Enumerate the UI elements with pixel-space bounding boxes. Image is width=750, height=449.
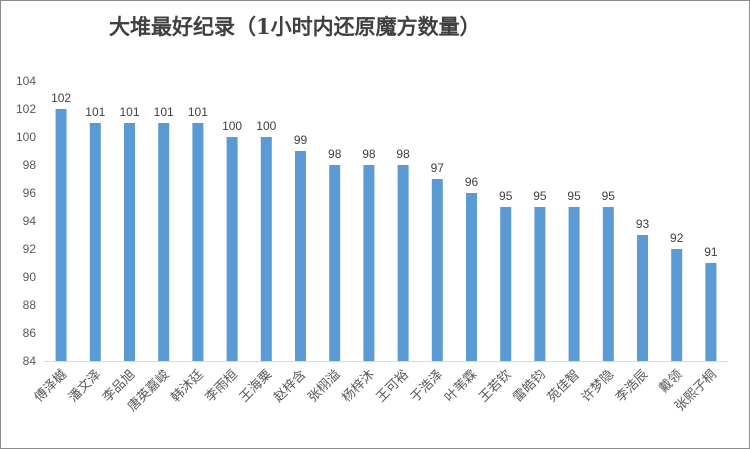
data-label: 101 xyxy=(85,105,105,119)
category-label: 杨梓沐 xyxy=(340,367,378,405)
category-label: 傅泽樾 xyxy=(31,367,70,406)
y-tick-label: 94 xyxy=(23,214,37,228)
bar xyxy=(466,193,477,361)
data-label: 95 xyxy=(533,189,547,203)
bar xyxy=(637,235,648,361)
data-label: 101 xyxy=(154,105,174,119)
data-label: 98 xyxy=(396,147,410,161)
bar xyxy=(534,207,546,361)
data-label: 99 xyxy=(294,133,308,147)
category-label: 于浩泽 xyxy=(408,367,446,405)
bar xyxy=(397,165,409,361)
bar xyxy=(602,207,614,361)
category-label: 韩沐廷 xyxy=(169,367,207,405)
category-label: 王若钦 xyxy=(476,367,515,406)
bar xyxy=(158,123,170,361)
category-label: 张栩溢 xyxy=(305,367,343,405)
y-tick-label: 100 xyxy=(16,130,36,144)
y-tick-label: 102 xyxy=(16,102,36,116)
bar xyxy=(671,249,683,361)
y-tick-label: 88 xyxy=(23,298,37,312)
data-label: 95 xyxy=(499,189,513,203)
data-label: 92 xyxy=(670,231,684,245)
category-label: 王可裕 xyxy=(374,367,412,405)
bar xyxy=(124,123,135,361)
bar xyxy=(295,151,306,361)
data-label: 95 xyxy=(602,189,616,203)
category-label: 叶苇霖 xyxy=(442,367,480,405)
y-tick-label: 96 xyxy=(23,186,37,200)
category-label: 李雨桓 xyxy=(203,367,241,405)
category-label: 赵梓含 xyxy=(270,367,309,406)
bar xyxy=(568,207,580,361)
bar xyxy=(89,123,101,361)
data-label: 96 xyxy=(465,175,479,189)
y-tick-label: 104 xyxy=(16,74,36,88)
data-label: 98 xyxy=(328,147,342,161)
data-label: 102 xyxy=(51,91,71,105)
bar xyxy=(55,109,67,361)
data-label: 101 xyxy=(119,105,139,119)
bar xyxy=(431,179,443,361)
bar xyxy=(705,263,717,361)
data-label: 101 xyxy=(188,105,208,119)
bar xyxy=(226,137,238,361)
category-label: 潘文泽 xyxy=(66,367,104,405)
bar xyxy=(500,207,512,361)
category-label: 苑佳智 xyxy=(545,367,583,405)
category-label: 戴领 xyxy=(657,367,686,396)
data-label: 93 xyxy=(636,217,650,231)
y-tick-label: 92 xyxy=(23,242,37,256)
data-label: 95 xyxy=(567,189,581,203)
category-label: 李浩辰 xyxy=(613,367,651,405)
data-label: 100 xyxy=(222,119,242,133)
y-tick-label: 98 xyxy=(23,158,37,172)
data-label: 98 xyxy=(362,147,376,161)
category-label: 许梦隐 xyxy=(579,367,617,405)
bar xyxy=(260,137,272,361)
y-tick-label: 90 xyxy=(23,270,37,284)
chart-title: 大堆最好纪录（1小时内还原魔方数量） xyxy=(109,14,481,39)
bar xyxy=(192,123,204,361)
data-label: 100 xyxy=(256,119,276,133)
data-label: 97 xyxy=(431,161,445,175)
bar xyxy=(363,165,375,361)
data-label: 91 xyxy=(704,245,718,259)
y-tick-label: 86 xyxy=(23,326,37,340)
y-tick-label: 84 xyxy=(23,354,37,368)
category-label: 王海粟 xyxy=(237,367,275,405)
category-label: 雷皓钧 xyxy=(511,367,549,405)
bar xyxy=(329,165,341,361)
